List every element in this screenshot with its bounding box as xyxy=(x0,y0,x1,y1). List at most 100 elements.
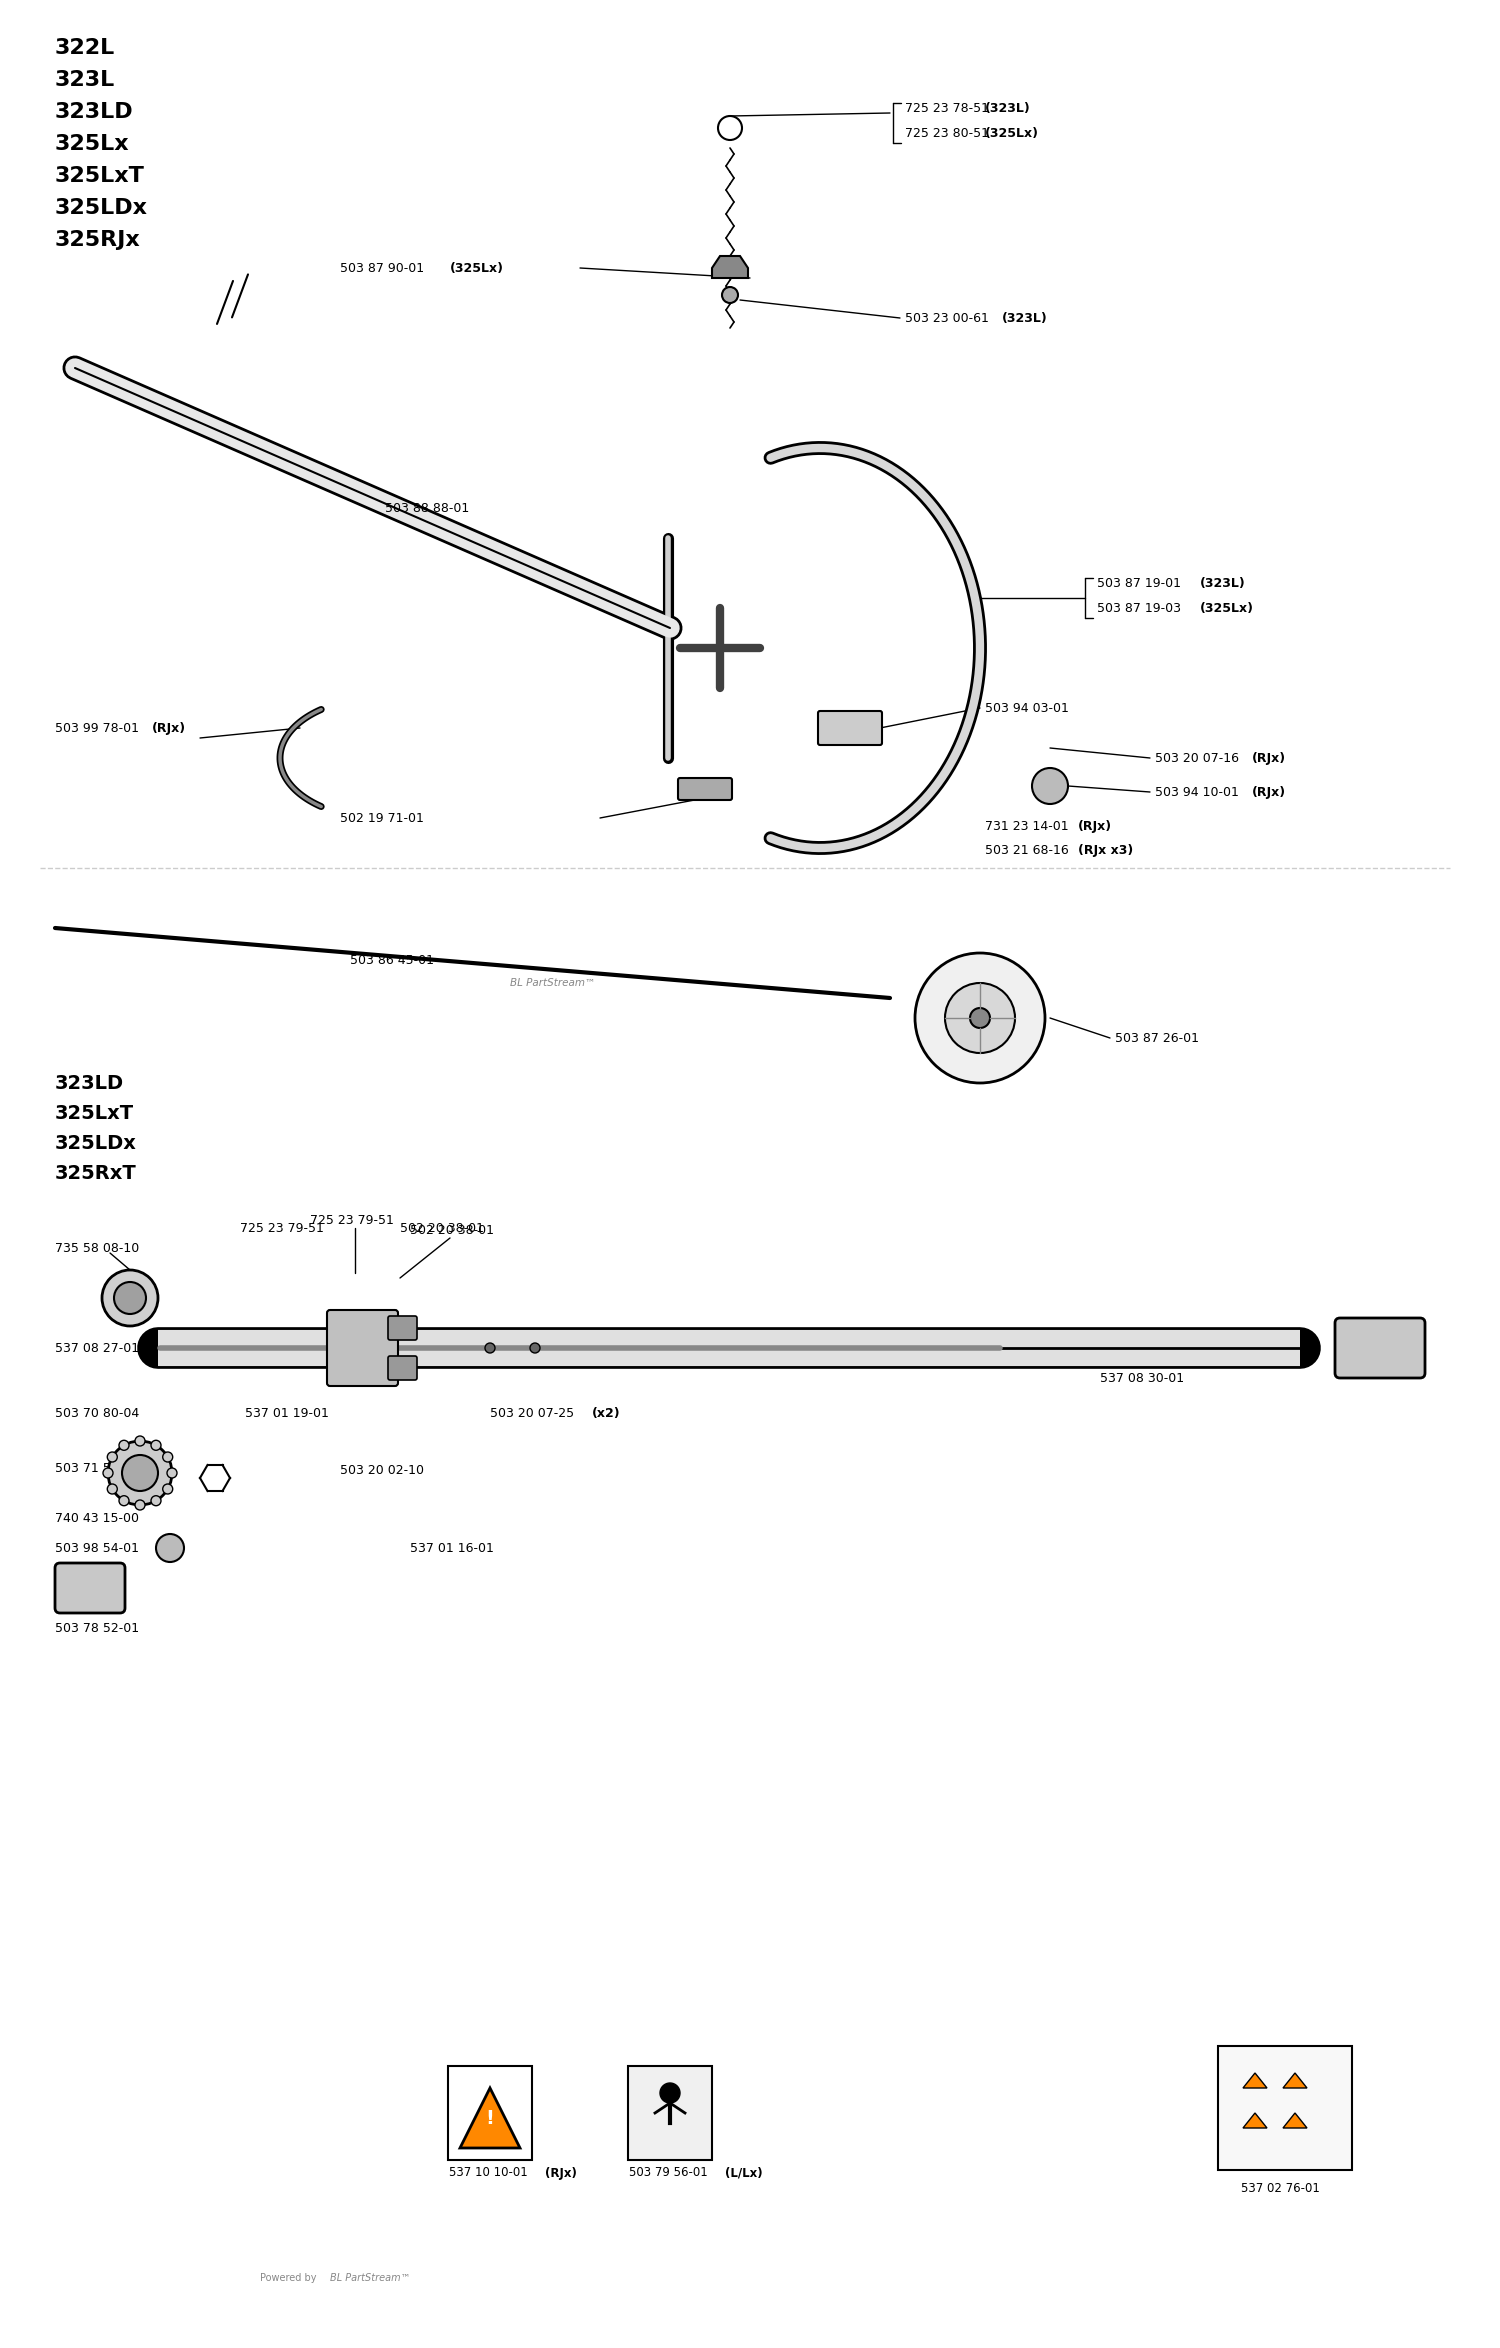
Polygon shape xyxy=(1244,2073,1268,2087)
Text: 725 23 79-51: 725 23 79-51 xyxy=(310,1214,394,1226)
Circle shape xyxy=(660,2083,680,2104)
Circle shape xyxy=(135,1437,146,1446)
Text: (325Lx): (325Lx) xyxy=(450,261,504,275)
Polygon shape xyxy=(460,2087,520,2148)
Circle shape xyxy=(108,1484,117,1493)
Circle shape xyxy=(915,953,1046,1082)
Text: (RJx): (RJx) xyxy=(1252,787,1286,798)
Circle shape xyxy=(945,984,1016,1052)
Circle shape xyxy=(108,1451,117,1463)
Text: 503 20 07-16: 503 20 07-16 xyxy=(1155,751,1244,765)
Text: 503 86 45-01: 503 86 45-01 xyxy=(350,953,433,967)
Text: (323L): (323L) xyxy=(1002,312,1047,324)
Text: 503 94 10-01: 503 94 10-01 xyxy=(1155,787,1244,798)
Text: 503 88 88-01: 503 88 88-01 xyxy=(386,502,470,514)
Polygon shape xyxy=(712,256,748,277)
Polygon shape xyxy=(1244,2113,1268,2127)
Text: 325RJx: 325RJx xyxy=(56,230,141,249)
Text: 325Lx: 325Lx xyxy=(56,134,129,155)
Circle shape xyxy=(114,1282,146,1315)
Text: (RJx): (RJx) xyxy=(544,2167,578,2179)
Circle shape xyxy=(104,1468,112,1477)
Circle shape xyxy=(970,1007,990,1028)
Text: 323LD: 323LD xyxy=(56,1073,125,1092)
FancyBboxPatch shape xyxy=(56,1564,125,1613)
FancyBboxPatch shape xyxy=(327,1310,398,1385)
Text: (RJx): (RJx) xyxy=(152,721,186,735)
Text: 325LDx: 325LDx xyxy=(56,1134,136,1153)
Circle shape xyxy=(108,1442,172,1505)
FancyBboxPatch shape xyxy=(388,1315,417,1341)
Text: 537 10 10-01: 537 10 10-01 xyxy=(448,2167,531,2179)
Polygon shape xyxy=(1282,2113,1306,2127)
Text: 537 08 30-01: 537 08 30-01 xyxy=(1100,1371,1184,1385)
Text: 503 70 80-04: 503 70 80-04 xyxy=(56,1406,140,1421)
FancyBboxPatch shape xyxy=(1218,2045,1352,2170)
Text: 537 08 27-01: 537 08 27-01 xyxy=(56,1341,140,1355)
Text: 503 87 19-01: 503 87 19-01 xyxy=(1096,578,1185,589)
Text: 537 01 19-01: 537 01 19-01 xyxy=(244,1406,328,1421)
Text: 325LxT: 325LxT xyxy=(56,167,146,185)
FancyBboxPatch shape xyxy=(628,2066,712,2160)
Text: (325Lx): (325Lx) xyxy=(1200,601,1254,615)
Text: 735 58 08-10: 735 58 08-10 xyxy=(56,1242,140,1254)
Text: 731 23 14-01: 731 23 14-01 xyxy=(986,819,1072,834)
Circle shape xyxy=(530,1343,540,1352)
Circle shape xyxy=(152,1496,160,1505)
Text: BL PartStream™: BL PartStream™ xyxy=(510,979,596,989)
Text: 502 19 71-01: 502 19 71-01 xyxy=(340,812,424,824)
Text: 503 99 78-01: 503 99 78-01 xyxy=(56,721,142,735)
Text: 503 79 56-01: 503 79 56-01 xyxy=(628,2167,711,2179)
Text: 325LDx: 325LDx xyxy=(56,197,148,218)
Text: 503 87 90-01: 503 87 90-01 xyxy=(340,261,427,275)
FancyBboxPatch shape xyxy=(818,711,882,744)
Text: 503 21 68-16: 503 21 68-16 xyxy=(986,843,1072,857)
Circle shape xyxy=(135,1500,146,1510)
Text: (323L): (323L) xyxy=(1200,578,1245,589)
FancyBboxPatch shape xyxy=(1335,1317,1425,1378)
Text: 325LxT: 325LxT xyxy=(56,1104,134,1122)
Circle shape xyxy=(484,1343,495,1352)
FancyBboxPatch shape xyxy=(678,777,732,801)
Circle shape xyxy=(722,286,738,303)
Text: (325Lx): (325Lx) xyxy=(986,127,1039,139)
Text: 740 43 15-00: 740 43 15-00 xyxy=(56,1512,140,1524)
Text: 323L: 323L xyxy=(56,70,116,89)
Text: !: ! xyxy=(486,2109,495,2127)
Text: (RJx): (RJx) xyxy=(1078,819,1112,834)
Polygon shape xyxy=(1282,2073,1306,2087)
Circle shape xyxy=(156,1533,184,1561)
Circle shape xyxy=(162,1484,172,1493)
Text: (L/Lx): (L/Lx) xyxy=(724,2167,762,2179)
Circle shape xyxy=(102,1270,158,1327)
Text: 503 23 00-61: 503 23 00-61 xyxy=(904,312,993,324)
Text: 503 98 54-01: 503 98 54-01 xyxy=(56,1543,140,1554)
Text: (x2): (x2) xyxy=(592,1406,621,1421)
Circle shape xyxy=(122,1456,158,1491)
Text: 502 20 38-01: 502 20 38-01 xyxy=(410,1223,494,1237)
Text: 503 71 54-01: 503 71 54-01 xyxy=(56,1460,140,1475)
Text: 502 20 38-01: 502 20 38-01 xyxy=(400,1221,484,1235)
Text: 503 94 03-01: 503 94 03-01 xyxy=(986,702,1070,714)
Text: 503 78 52-01: 503 78 52-01 xyxy=(56,1622,140,1634)
Text: 503 87 19-03: 503 87 19-03 xyxy=(1096,601,1185,615)
Circle shape xyxy=(1032,768,1068,803)
Text: 503 87 26-01: 503 87 26-01 xyxy=(1114,1031,1198,1045)
Circle shape xyxy=(118,1439,129,1451)
Text: 325RxT: 325RxT xyxy=(56,1165,136,1183)
Text: 503 20 02-10: 503 20 02-10 xyxy=(340,1463,424,1477)
Circle shape xyxy=(118,1496,129,1505)
Text: 322L: 322L xyxy=(56,38,116,59)
Circle shape xyxy=(166,1468,177,1477)
Text: Powered by: Powered by xyxy=(260,2273,316,2282)
Text: BL PartStream™: BL PartStream™ xyxy=(330,2273,411,2282)
Text: 537 02 76-01: 537 02 76-01 xyxy=(1240,2181,1320,2195)
Text: 537 01 16-01: 537 01 16-01 xyxy=(410,1543,494,1554)
Text: 725 23 80-51: 725 23 80-51 xyxy=(904,127,993,139)
Text: 503 20 07-25: 503 20 07-25 xyxy=(490,1406,578,1421)
Text: 725 23 78-51: 725 23 78-51 xyxy=(904,101,993,115)
Circle shape xyxy=(152,1439,160,1451)
Text: 323LD: 323LD xyxy=(56,101,134,122)
Text: (323L): (323L) xyxy=(986,101,1030,115)
Text: (RJx): (RJx) xyxy=(1252,751,1286,765)
